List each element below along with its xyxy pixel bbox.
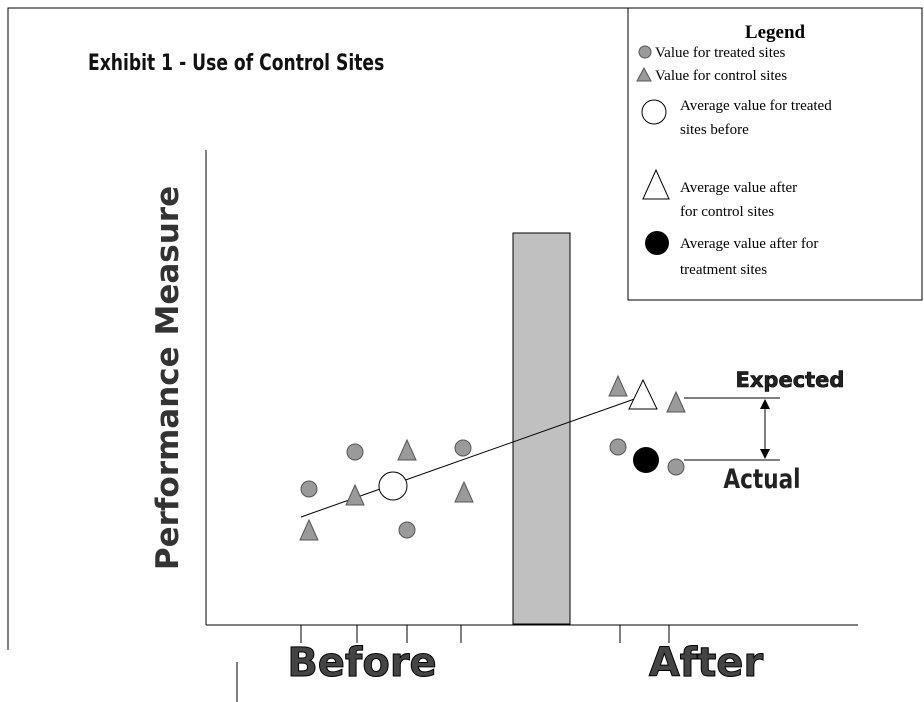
- avg-treated-before: [378, 471, 408, 501]
- legend-icon: [641, 99, 667, 125]
- y-axis-label: Performance Measure: [150, 186, 186, 570]
- legend-icon: [642, 168, 670, 200]
- legend-item: Average value after for: [680, 236, 818, 252]
- x-label: After: [649, 640, 764, 686]
- legend-item: for control sites: [680, 204, 774, 220]
- annotation: Actual: [723, 463, 800, 495]
- avg-control-after: [628, 378, 658, 410]
- treatment-bar: [512, 232, 571, 625]
- arrow-head: [760, 399, 770, 409]
- control-points: [299, 374, 686, 541]
- legend-icon: [638, 45, 652, 59]
- legend-title: Legend: [745, 22, 806, 43]
- avg-treated-after: [633, 447, 659, 473]
- frame: [7, 7, 628, 650]
- legend-icon: [636, 66, 652, 82]
- treated-points: [300, 438, 685, 539]
- legend-item: Average value for treated: [680, 98, 832, 114]
- legend-icon: [645, 231, 669, 255]
- legend-box: [627, 7, 923, 301]
- legend-item: treatment sites: [680, 262, 767, 278]
- arrow-head: [760, 449, 770, 459]
- legend-item: sites before: [680, 122, 749, 138]
- x-label: Before: [287, 640, 436, 686]
- ticks: [300, 625, 670, 643]
- legend-item: Value for treated sites: [655, 45, 786, 61]
- title: Exhibit 1 - Use of Control Sites: [88, 50, 384, 76]
- legend-item: Average value after: [680, 180, 797, 196]
- legend-item: Value for control sites: [655, 68, 787, 84]
- annotation: Expected: [736, 368, 845, 392]
